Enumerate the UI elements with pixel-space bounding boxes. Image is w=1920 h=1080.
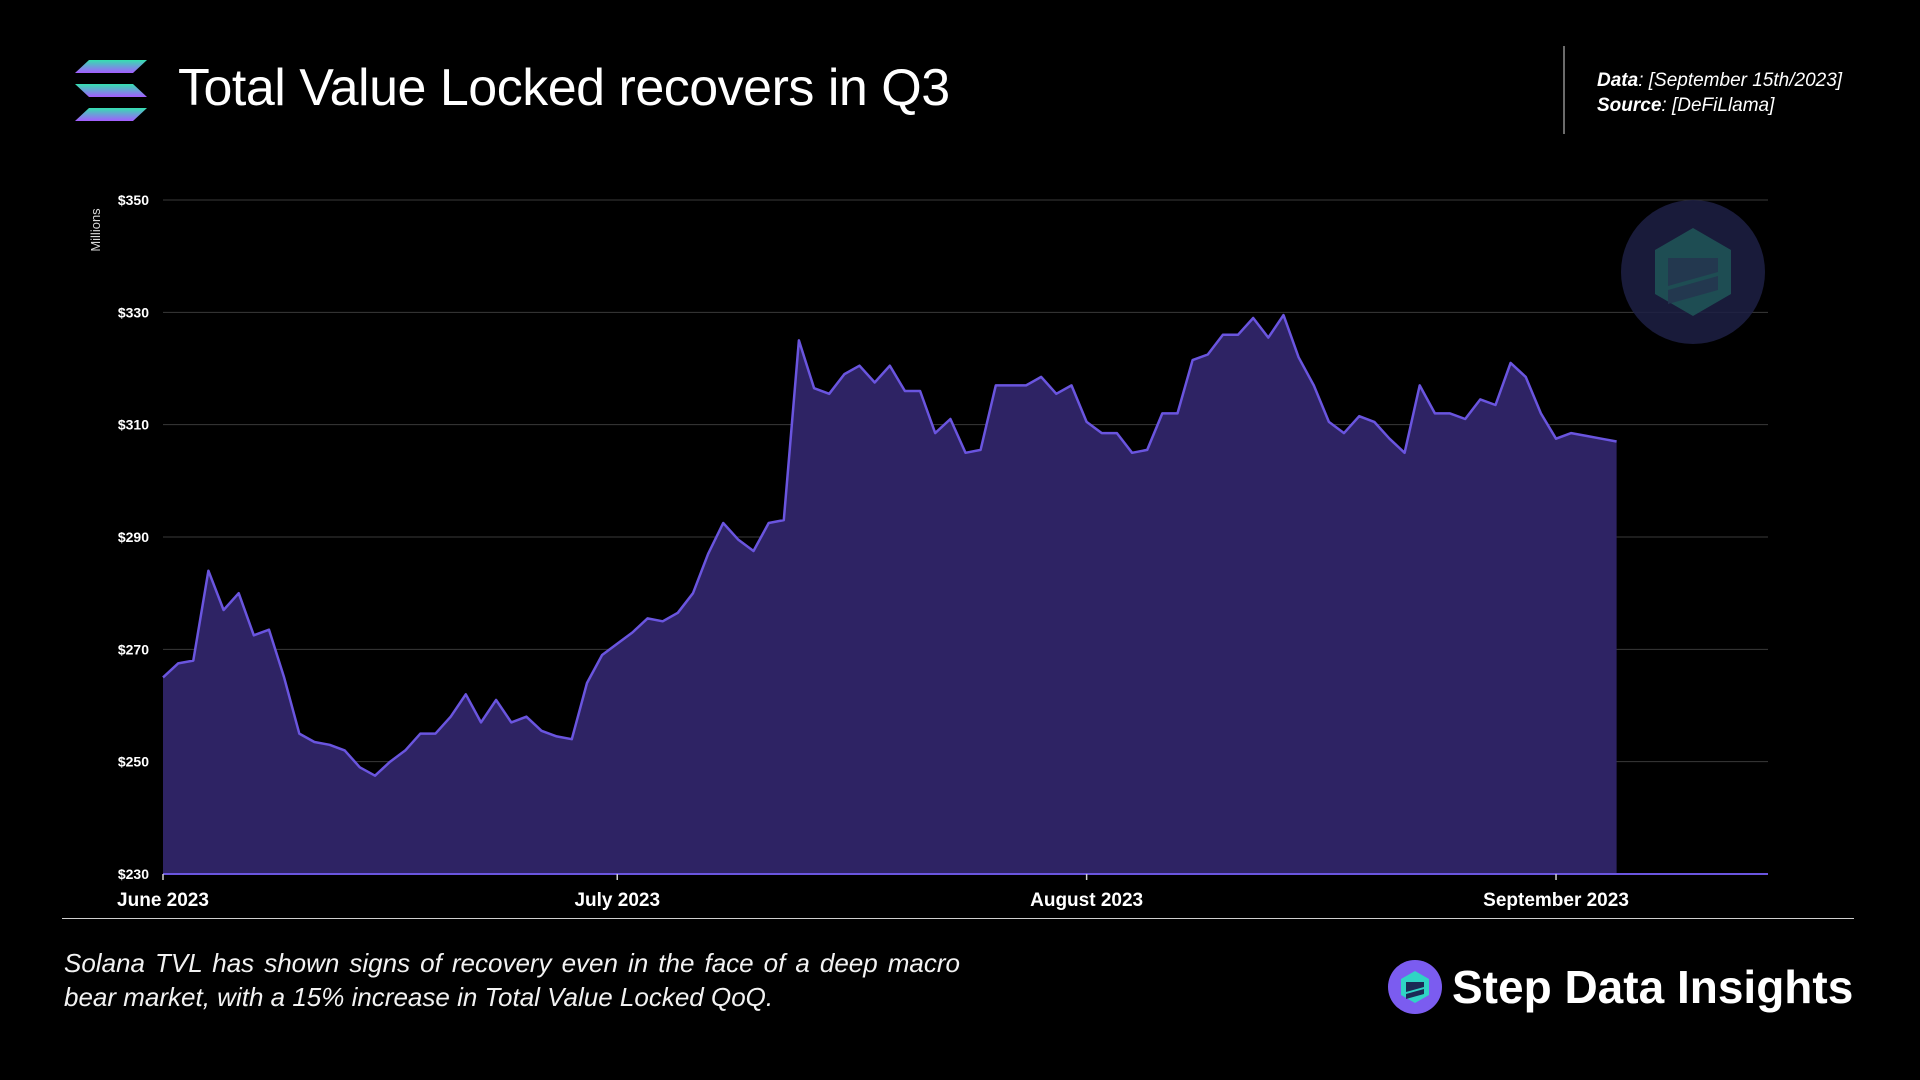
tvl-series-line — [162, 313, 1617, 777]
y-tick-label: $350 — [118, 192, 149, 208]
chart-caption: Solana TVL has shown signs of recovery e… — [64, 948, 960, 1012]
y-tick-label: $270 — [118, 641, 149, 657]
brand-name: Step Data Insights — [1452, 961, 1854, 1013]
source-label: Source — [1597, 95, 1662, 116]
axes: $230 $250 $270 $290 $310 $330 $350 June 2023 Jul… — [117, 192, 1768, 911]
source-value: : [DeFiLlama] — [1661, 95, 1775, 116]
data-label: Data — [1597, 70, 1639, 91]
source-info: Data: [September 15th/2023] Source: [DeF… — [1597, 68, 1842, 118]
data-value: : [September 15th/2023] — [1638, 70, 1843, 91]
solana-logo-icon — [75, 60, 147, 121]
step-logo-icon — [1388, 960, 1442, 1014]
tvl-area-fill — [163, 315, 1617, 875]
x-tick-label: July 2023 — [574, 890, 660, 911]
y-tick-label: $310 — [118, 417, 149, 433]
tvl-area-chart: $230 $250 $270 $290 $310 $330 $350 June 2023 Jul… — [88, 192, 1768, 911]
data-date-line: Data: [September 15th/2023] — [1597, 68, 1842, 93]
y-tick-label: $230 — [118, 866, 149, 882]
page-title: Total Value Locked recovers in Q3 — [178, 59, 950, 117]
y-tick-label: $290 — [118, 529, 149, 545]
source-line: Source: [DeFiLlama] — [1597, 93, 1842, 118]
x-tick-label: September 2023 — [1483, 890, 1629, 911]
x-tick-label: August 2023 — [1030, 890, 1143, 911]
y-tick-label: $250 — [118, 754, 149, 770]
header-divider — [1563, 46, 1565, 134]
footer-divider — [62, 918, 1854, 919]
watermark-logo-icon — [1621, 200, 1765, 344]
series-layer — [162, 313, 1617, 875]
y-tick-label: $330 — [118, 304, 149, 320]
y-axis-label: Millions — [88, 208, 103, 252]
brand-mark: Step Data Insights — [1388, 960, 1853, 1014]
x-tick-label: June 2023 — [117, 890, 209, 911]
